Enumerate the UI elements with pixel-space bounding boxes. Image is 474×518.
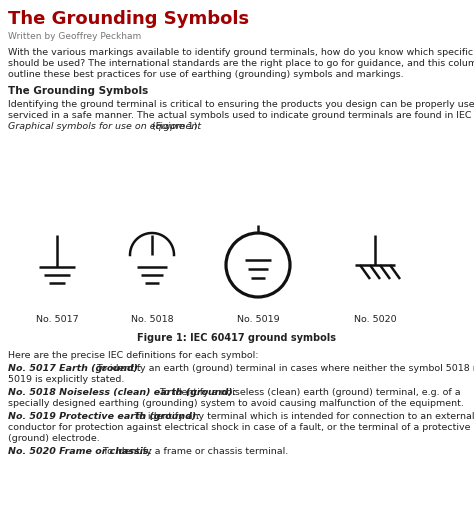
Text: should be used? The international standards are the right place to go for guidan: should be used? The international standa… — [8, 59, 474, 68]
Text: No. 5017: No. 5017 — [36, 315, 78, 324]
Text: Figure 1: IEC 60417 ground symbols: Figure 1: IEC 60417 ground symbols — [137, 333, 337, 343]
Text: No. 5019 Protective earth (ground):: No. 5019 Protective earth (ground): — [8, 412, 200, 421]
Text: conductor for protection against electrical shock in case of a fault, or the ter: conductor for protection against electri… — [8, 423, 474, 432]
Text: specially designed earthing (grounding) system to avoid causing malfunction of t: specially designed earthing (grounding) … — [8, 399, 464, 408]
Text: No. 5019: No. 5019 — [237, 315, 279, 324]
Text: To identify a frame or chassis terminal.: To identify a frame or chassis terminal. — [100, 447, 289, 456]
Text: With the various markings available to identify ground terminals, how do you kno: With the various markings available to i… — [8, 48, 474, 57]
Text: outline these best practices for use of earthing (grounding) symbols and marking: outline these best practices for use of … — [8, 70, 404, 79]
Text: To identify any terminal which is intended for connection to an external: To identify any terminal which is intend… — [132, 412, 474, 421]
Text: serviced in a safe manner. The actual symbols used to indicate ground terminals : serviced in a safe manner. The actual sy… — [8, 111, 474, 120]
Text: Graphical symbols for use on equipment: Graphical symbols for use on equipment — [8, 122, 201, 131]
Text: No. 5020 Frame or chassis:: No. 5020 Frame or chassis: — [8, 447, 152, 456]
Text: No. 5020: No. 5020 — [354, 315, 396, 324]
Text: No. 5018 Noiseless (clean) earth (ground):: No. 5018 Noiseless (clean) earth (ground… — [8, 388, 237, 397]
Text: No. 5018: No. 5018 — [131, 315, 173, 324]
Text: Here are the precise IEC definitions for each symbol:: Here are the precise IEC definitions for… — [8, 351, 258, 360]
Text: To identify an earth (ground) terminal in cases where neither the symbol 5018 no: To identify an earth (ground) terminal i… — [94, 364, 474, 373]
Text: (ground) electrode.: (ground) electrode. — [8, 434, 100, 443]
Text: (Figure 1).: (Figure 1). — [149, 122, 201, 131]
Text: The Grounding Symbols: The Grounding Symbols — [8, 86, 148, 96]
Text: 5019 is explicitly stated.: 5019 is explicitly stated. — [8, 375, 124, 384]
Text: The Grounding Symbols: The Grounding Symbols — [8, 10, 249, 28]
Text: Identifying the ground terminal is critical to ensuring the products you design : Identifying the ground terminal is criti… — [8, 100, 474, 109]
Text: No. 5017 Earth (ground):: No. 5017 Earth (ground): — [8, 364, 142, 373]
Text: To identify a noiseless (clean) earth (ground) terminal, e.g. of a: To identify a noiseless (clean) earth (g… — [157, 388, 461, 397]
Text: Written by Geoffrey Peckham: Written by Geoffrey Peckham — [8, 32, 141, 41]
